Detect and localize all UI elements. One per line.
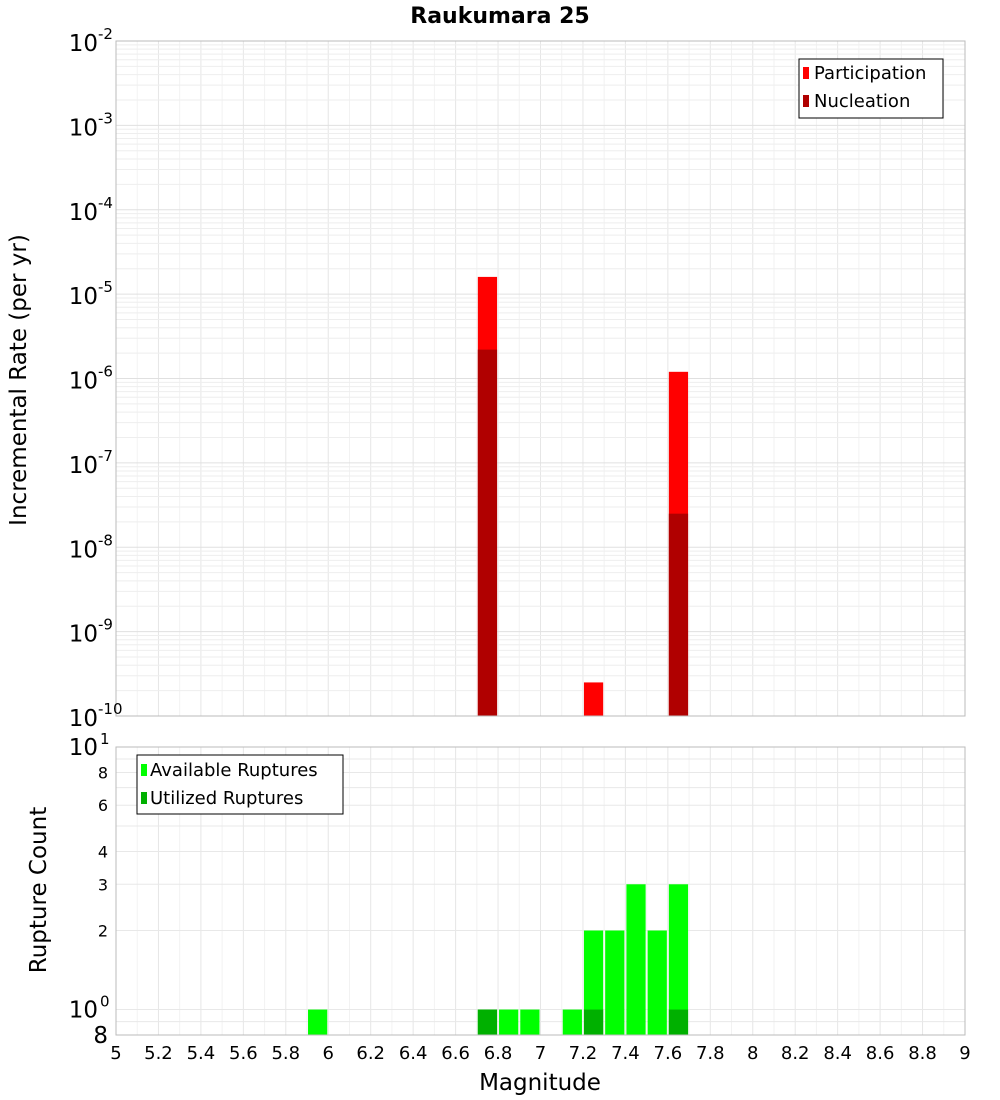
bar-utilized-ruptures: [583, 1009, 604, 1035]
legend-label: Utilized Ruptures: [150, 788, 303, 809]
rate-legend: Participation Nucleation: [798, 58, 944, 119]
x-tick-label: 6.8: [484, 1043, 513, 1064]
rate-bars: [477, 276, 689, 716]
x-ticks: 5 5.2 5.4 5.6 5.8 6 6.2 6.4 6.6 6.8 7 7.2 7.4 7.6 7.8 8…: [110, 1043, 970, 1064]
rate-tick-label: 10: [69, 706, 98, 732]
x-tick-label: 7.2: [569, 1043, 598, 1064]
x-tick-label: 6.6: [441, 1043, 470, 1064]
rate-tick-exponent: -10: [98, 700, 123, 718]
legend-swatch: [141, 792, 147, 804]
bar-available-ruptures: [647, 930, 667, 1035]
legend-box: [798, 58, 944, 119]
count-tick-label: 8: [98, 763, 108, 782]
rate-tick-label: 10: [69, 284, 98, 310]
x-tick-label: 5.8: [271, 1043, 300, 1064]
bar-participation: [583, 682, 604, 716]
legend-swatch: [803, 95, 809, 107]
bar-available-ruptures: [308, 1009, 328, 1035]
rate-plot-frame: [115, 40, 966, 717]
x-tick-label: 7.8: [696, 1043, 725, 1064]
bar-available-ruptures: [605, 930, 625, 1035]
bar-nucleation: [477, 349, 498, 716]
rate-tick-label: 10: [69, 369, 98, 395]
count-tick-exponent: 1: [100, 730, 110, 748]
rate-tick-label: 10: [69, 200, 98, 226]
x-tick-label: 5.2: [144, 1043, 173, 1064]
rate-tick-exponent: -9: [98, 616, 113, 634]
count-tick-label: 10: [69, 998, 98, 1024]
bar-utilized-ruptures: [477, 1009, 498, 1035]
rate-grid: [115, 41, 966, 717]
x-tick-label: 6.2: [356, 1043, 385, 1064]
x-tick-label: 8.2: [781, 1043, 810, 1064]
legend-box: [136, 754, 344, 815]
x-tick-label: 5: [110, 1043, 121, 1064]
count-plot-frame: [115, 746, 966, 1036]
count-legend: Available Ruptures Utilized Ruptures: [136, 754, 344, 815]
x-tick-label: 5.4: [187, 1043, 216, 1064]
count-tick-label: 4: [98, 842, 108, 861]
rate-tick-exponent: -7: [98, 447, 113, 465]
bar-available-ruptures: [583, 930, 604, 1035]
rate-tick-exponent: -4: [98, 194, 113, 212]
rate-tick-exponent: -3: [98, 109, 113, 127]
legend-swatch: [803, 67, 809, 79]
bar-available-ruptures: [520, 1009, 540, 1035]
rate-tick-exponent: -5: [98, 278, 113, 296]
x-tick-label: 8.4: [823, 1043, 852, 1064]
rate-tick-label: 10: [69, 622, 98, 648]
x-tick-label: 5.6: [229, 1043, 258, 1064]
legend-label: Participation: [814, 63, 926, 84]
bar-available-ruptures: [626, 884, 646, 1035]
bar-nucleation: [668, 513, 689, 716]
count-tick-label: 10: [69, 735, 98, 761]
x-tick-label: 8: [747, 1043, 758, 1064]
rate-tick-exponent: -6: [98, 363, 113, 381]
count-tick-exponent: 0: [100, 993, 110, 1011]
bar-utilized-ruptures: [668, 1009, 689, 1035]
rate-tick-label: 10: [69, 453, 98, 479]
x-tick-label: 6: [323, 1043, 334, 1064]
x-axis-label: Magnitude: [479, 1070, 601, 1096]
x-tick-label: 8.8: [908, 1043, 937, 1064]
bar-available-ruptures: [499, 1009, 519, 1035]
rate-tick-label: 10: [69, 537, 98, 563]
rate-tick-exponent: -2: [98, 25, 113, 43]
x-tick-label: 7: [535, 1043, 546, 1064]
legend-label: Nucleation: [814, 91, 910, 112]
x-tick-label: 9: [959, 1043, 970, 1064]
bar-available-ruptures: [562, 1009, 582, 1035]
rate-tick-label: 10: [69, 31, 98, 57]
count-bars: [308, 884, 689, 1035]
x-tick-label: 7.4: [611, 1043, 640, 1064]
count-y-axis-label: Rupture Count: [26, 807, 52, 973]
x-tick-label: 6.4: [399, 1043, 428, 1064]
legend-label: Available Ruptures: [150, 760, 318, 781]
legend-swatch: [141, 764, 147, 776]
x-tick-label: 8.6: [866, 1043, 895, 1064]
rate-tick-label: 10: [69, 115, 98, 141]
chart-title: Raukumara 25: [410, 4, 589, 29]
rate-tick-exponent: -8: [98, 531, 113, 549]
rate-y-axis-label: Incremental Rate (per yr): [6, 234, 32, 526]
bar-available-ruptures: [668, 884, 689, 1035]
x-tick-label: 7.6: [654, 1043, 683, 1064]
count-tick-label: 8: [93, 1023, 108, 1049]
count-tick-label: 3: [98, 875, 108, 894]
count-tick-label: 6: [98, 796, 108, 815]
count-tick-label: 2: [98, 922, 108, 941]
